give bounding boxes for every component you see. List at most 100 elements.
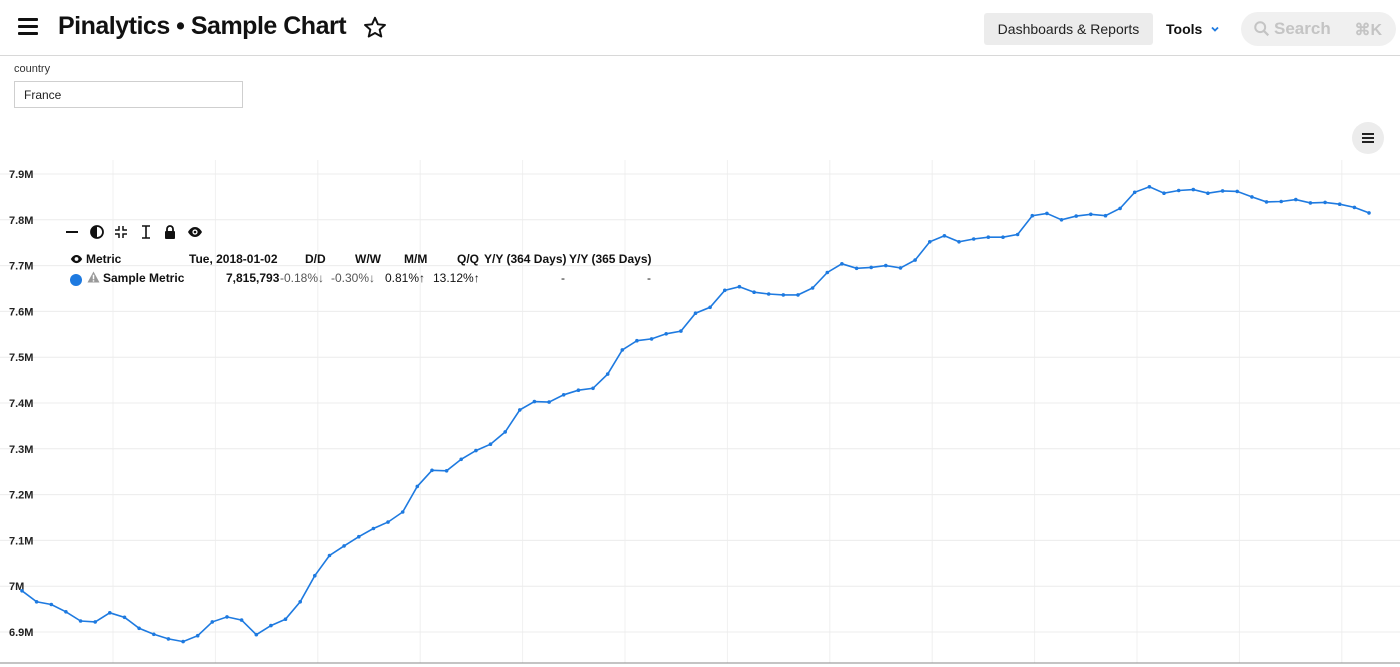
data-point[interactable] xyxy=(78,619,83,623)
data-point[interactable] xyxy=(298,600,303,604)
data-point[interactable] xyxy=(1103,213,1108,218)
data-point[interactable] xyxy=(283,617,288,621)
minus-icon[interactable] xyxy=(64,224,80,240)
data-point[interactable] xyxy=(737,284,742,289)
data-point[interactable] xyxy=(693,311,698,315)
dashboards-reports-button[interactable]: Dashboards & Reports xyxy=(984,13,1153,45)
collapse-icon[interactable] xyxy=(113,224,129,240)
data-point[interactable] xyxy=(928,240,932,244)
data-point[interactable] xyxy=(752,290,756,294)
data-point[interactable] xyxy=(971,237,976,241)
data-point[interactable] xyxy=(957,240,961,244)
data-point[interactable] xyxy=(854,266,859,271)
data-point[interactable] xyxy=(1045,211,1049,216)
data-point[interactable] xyxy=(825,270,830,275)
data-point[interactable] xyxy=(342,544,346,548)
data-point[interactable] xyxy=(357,534,361,539)
data-point[interactable] xyxy=(1367,211,1371,215)
data-point[interactable] xyxy=(166,637,171,641)
data-point[interactable] xyxy=(1147,185,1152,189)
data-point[interactable] xyxy=(386,520,390,524)
data-point[interactable] xyxy=(1030,213,1035,218)
data-point[interactable] xyxy=(1220,189,1225,193)
data-point[interactable] xyxy=(459,457,464,462)
data-point[interactable] xyxy=(1294,197,1298,202)
lock-icon[interactable] xyxy=(162,224,178,240)
data-point[interactable] xyxy=(591,386,595,391)
data-point[interactable] xyxy=(430,468,434,473)
data-point[interactable] xyxy=(122,615,127,620)
data-point[interactable] xyxy=(620,348,625,352)
data-point[interactable] xyxy=(532,399,537,404)
data-point[interactable] xyxy=(1323,200,1327,205)
data-point[interactable] xyxy=(781,293,786,297)
data-point[interactable] xyxy=(1089,212,1093,217)
data-point[interactable] xyxy=(225,615,229,619)
data-point[interactable] xyxy=(576,388,581,392)
data-point[interactable] xyxy=(605,372,610,376)
data-point[interactable] xyxy=(1132,190,1137,195)
data-point[interactable] xyxy=(708,305,712,310)
data-point[interactable] xyxy=(503,430,508,434)
data-point[interactable] xyxy=(1118,206,1122,211)
country-filter-select[interactable]: France xyxy=(14,81,243,108)
data-point[interactable] xyxy=(1074,214,1078,218)
data-point[interactable] xyxy=(1206,191,1210,195)
data-point[interactable] xyxy=(1337,202,1342,206)
data-point[interactable] xyxy=(869,265,873,270)
line-chart[interactable]: 6.9M7M7.1M7.2M7.3M7.4M7.5M7.6M7.7M7.8M7.… xyxy=(0,160,1400,667)
data-point[interactable] xyxy=(679,329,683,333)
data-point[interactable] xyxy=(1059,218,1064,222)
data-point[interactable] xyxy=(1001,235,1005,239)
data-point[interactable] xyxy=(1191,187,1196,192)
data-point[interactable] xyxy=(1308,201,1313,205)
data-point[interactable] xyxy=(1352,205,1357,210)
text-cursor-icon[interactable] xyxy=(138,224,154,240)
data-point[interactable] xyxy=(518,408,522,412)
search-input[interactable]: Search ⌘K xyxy=(1241,12,1396,46)
data-point[interactable] xyxy=(137,626,141,631)
tools-menu-button[interactable]: Tools xyxy=(1158,13,1228,45)
hamburger-menu-icon[interactable] xyxy=(18,18,38,36)
data-point[interactable] xyxy=(108,611,112,615)
chart-menu-button[interactable] xyxy=(1352,122,1384,154)
data-point[interactable] xyxy=(400,510,405,514)
data-point[interactable] xyxy=(152,632,156,637)
star-icon[interactable] xyxy=(362,15,388,41)
data-point[interactable] xyxy=(415,484,420,489)
data-point[interactable] xyxy=(1250,195,1254,199)
data-point[interactable] xyxy=(313,573,317,578)
data-point[interactable] xyxy=(34,600,39,604)
data-point[interactable] xyxy=(796,293,800,297)
data-point[interactable] xyxy=(635,338,639,343)
data-point[interactable] xyxy=(64,610,68,614)
data-point[interactable] xyxy=(664,332,668,336)
data-point[interactable] xyxy=(371,526,376,531)
data-point[interactable] xyxy=(210,620,215,624)
data-point[interactable] xyxy=(1235,189,1239,194)
contrast-icon[interactable] xyxy=(89,224,105,240)
data-point[interactable] xyxy=(49,602,54,607)
eye-icon[interactable] xyxy=(187,224,203,240)
data-point[interactable] xyxy=(269,623,273,628)
data-point[interactable] xyxy=(93,620,97,624)
data-point[interactable] xyxy=(986,235,991,239)
data-point[interactable] xyxy=(547,400,551,404)
data-point[interactable] xyxy=(474,448,478,453)
data-point[interactable] xyxy=(195,633,200,638)
data-point[interactable] xyxy=(649,337,654,341)
data-point[interactable] xyxy=(20,589,24,593)
data-point[interactable] xyxy=(444,469,449,473)
data-point[interactable] xyxy=(723,288,727,293)
data-point[interactable] xyxy=(810,286,815,290)
data-point[interactable] xyxy=(942,234,947,238)
data-point[interactable] xyxy=(913,258,917,262)
data-point[interactable] xyxy=(254,632,259,637)
data-point[interactable] xyxy=(181,639,185,644)
data-point[interactable] xyxy=(840,262,844,266)
data-point[interactable] xyxy=(561,393,566,397)
data-point[interactable] xyxy=(766,292,771,296)
data-point[interactable] xyxy=(1176,188,1181,193)
data-point[interactable] xyxy=(898,266,903,270)
data-point[interactable] xyxy=(1279,199,1283,204)
